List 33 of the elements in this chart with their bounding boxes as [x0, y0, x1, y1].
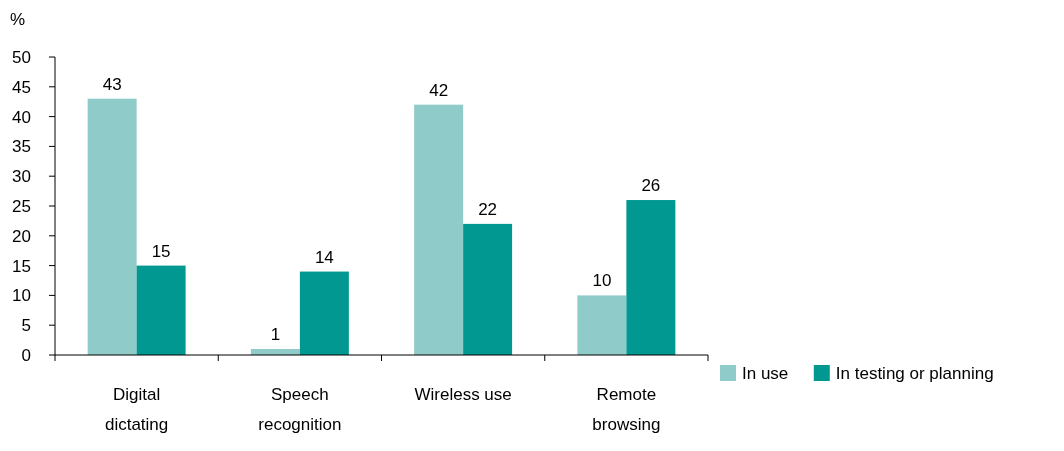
- y-tick-label: 45: [12, 77, 31, 97]
- data-label: 22: [478, 199, 498, 219]
- y-tick-label: 50: [12, 47, 31, 67]
- y-tick-label: 40: [12, 107, 31, 127]
- bar: [463, 223, 513, 355]
- bar: [87, 98, 137, 355]
- y-tick-label: 0: [21, 345, 31, 365]
- data-label: 42: [429, 80, 449, 100]
- bar: [626, 200, 676, 355]
- data-label: 14: [314, 247, 334, 267]
- y-tick-label: 30: [12, 167, 31, 187]
- y-axis-title: %: [10, 10, 26, 29]
- y-tick-label: 35: [12, 137, 31, 157]
- legend-label: In testing or planning: [835, 363, 994, 383]
- data-label: 1: [270, 325, 281, 345]
- y-tick-label: 20: [12, 226, 31, 246]
- bar: [414, 104, 464, 355]
- x-tick-label: Remote browsing: [592, 385, 661, 434]
- bar: [299, 271, 349, 355]
- x-tick-label: Speech recognition: [258, 385, 342, 434]
- bar: [136, 265, 186, 355]
- data-label: 26: [641, 176, 661, 196]
- x-tick-label: Digital dictating: [104, 385, 169, 434]
- y-tick-label: 15: [12, 256, 31, 276]
- bar: [577, 295, 627, 355]
- data-label: 43: [102, 74, 122, 94]
- y-tick-label: 10: [12, 286, 31, 306]
- data-label: 10: [592, 271, 612, 291]
- y-tick-label: 25: [12, 196, 31, 216]
- y-tick-label: 5: [21, 316, 31, 336]
- legend-label: In use: [742, 363, 789, 383]
- x-tick-label: Wireless use: [414, 385, 512, 404]
- data-label: 15: [151, 241, 171, 261]
